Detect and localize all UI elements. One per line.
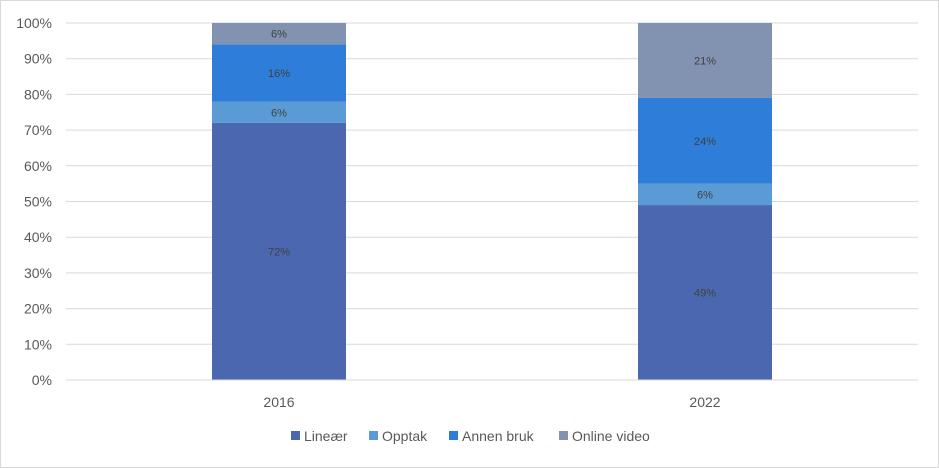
data-label: 72%: [268, 246, 290, 258]
legend-label: Online video: [572, 428, 650, 444]
data-label: 24%: [694, 136, 716, 148]
legend-swatch: [449, 431, 458, 440]
legend-label: Annen bruk: [462, 428, 535, 444]
data-label: 6%: [271, 107, 287, 119]
legend-swatch: [369, 431, 378, 440]
bar-segment: [212, 44, 346, 102]
x-tick-label: 2022: [689, 394, 720, 410]
legend-swatch: [559, 431, 568, 440]
y-tick-label: 90%: [24, 51, 52, 67]
data-label: 21%: [694, 55, 716, 67]
x-tick-label: 2016: [263, 394, 294, 410]
y-tick-label: 100%: [16, 15, 52, 31]
legend-swatch: [291, 431, 300, 440]
y-tick-label: 50%: [24, 194, 52, 210]
y-tick-label: 40%: [24, 229, 52, 245]
bar-segment: [638, 205, 772, 380]
y-tick-label: 20%: [24, 301, 52, 317]
y-tick-label: 80%: [24, 86, 52, 102]
y-tick-label: 60%: [24, 158, 52, 174]
legend-label: Lineær: [304, 428, 348, 444]
bar-segment: [212, 101, 346, 123]
y-tick-label: 30%: [24, 265, 52, 281]
data-label: 6%: [697, 189, 713, 201]
y-tick-label: 10%: [24, 336, 52, 352]
y-tick-label: 70%: [24, 122, 52, 138]
bar-segment: [638, 183, 772, 206]
data-label: 6%: [271, 29, 287, 41]
bar-segment: [212, 23, 346, 45]
bar-segment: [638, 23, 772, 98]
data-label: 16%: [268, 68, 290, 80]
y-tick-label: 0%: [32, 372, 52, 388]
bar-segment: [212, 122, 346, 381]
bar-segment: [638, 97, 772, 184]
legend-label: Opptak: [382, 428, 428, 444]
data-label: 49%: [694, 288, 716, 300]
